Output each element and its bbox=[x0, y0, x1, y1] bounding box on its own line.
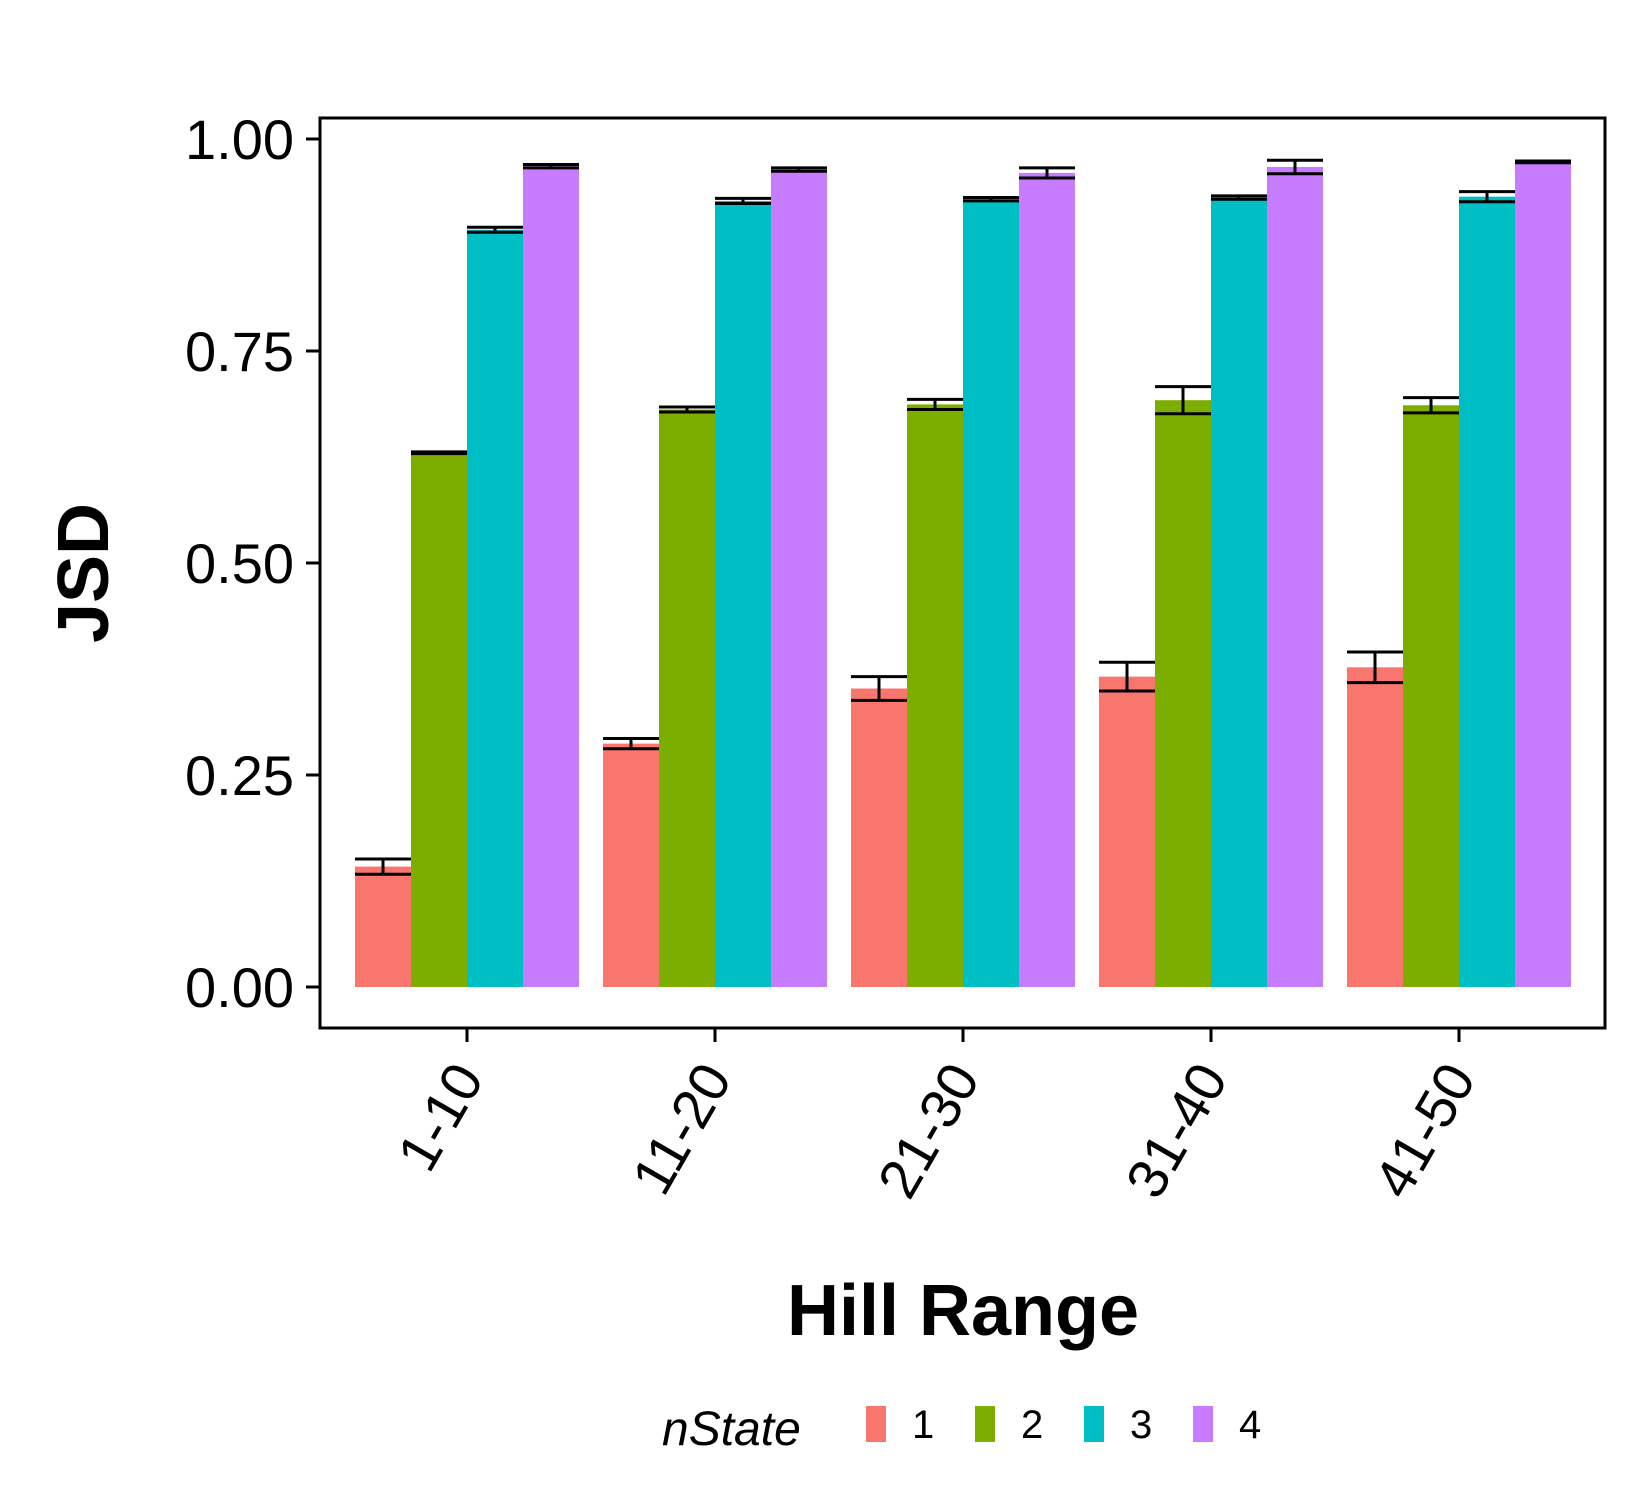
error-bar bbox=[411, 450, 467, 456]
bar bbox=[1155, 400, 1211, 988]
bar bbox=[523, 166, 579, 988]
x-tick-label: 21-30 bbox=[865, 1053, 991, 1209]
error-bar bbox=[907, 397, 963, 412]
y-tick-label: 0.25 bbox=[185, 744, 294, 807]
legend-label: 2 bbox=[1021, 1403, 1043, 1447]
error-bar bbox=[771, 166, 827, 173]
bar bbox=[1459, 196, 1515, 987]
error-bar bbox=[659, 405, 715, 414]
y-axis: 0.00 0.25 0.50 0.75 1.00 bbox=[185, 108, 320, 1019]
legend-title: nState bbox=[662, 1403, 801, 1456]
legend-key bbox=[866, 1406, 886, 1442]
bar bbox=[411, 452, 467, 987]
legend-label: 3 bbox=[1130, 1403, 1152, 1447]
error-bar bbox=[1403, 396, 1459, 415]
bar bbox=[907, 404, 963, 987]
y-tick-label: 0.75 bbox=[185, 320, 294, 383]
bar bbox=[355, 866, 411, 987]
bar bbox=[467, 229, 523, 988]
error-bar bbox=[715, 196, 771, 205]
error-bar bbox=[603, 737, 659, 751]
error-bar bbox=[851, 675, 907, 702]
legend-key bbox=[1193, 1406, 1213, 1442]
x-axis-title: Hill Range bbox=[787, 1271, 1139, 1351]
y-tick-label: 0.50 bbox=[185, 532, 294, 595]
error-bar bbox=[1019, 166, 1075, 180]
error-bar bbox=[1267, 158, 1323, 176]
error-bar bbox=[355, 857, 411, 876]
legend-label: 1 bbox=[912, 1403, 934, 1447]
x-tick-label: 11-20 bbox=[619, 1053, 743, 1205]
y-axis-title: JSD bbox=[44, 503, 124, 643]
legend-key bbox=[1084, 1406, 1104, 1442]
bar bbox=[603, 743, 659, 987]
x-tick-label: 41-50 bbox=[1361, 1053, 1487, 1209]
bar bbox=[659, 409, 715, 988]
bar bbox=[1211, 197, 1267, 988]
x-tick-label: 1-10 bbox=[385, 1053, 496, 1182]
bar bbox=[851, 688, 907, 987]
y-tick-label: 0.00 bbox=[185, 956, 294, 1019]
bar bbox=[771, 169, 827, 987]
legend-key bbox=[975, 1406, 995, 1442]
error-bar bbox=[1155, 385, 1211, 416]
errorbars-layer bbox=[355, 158, 1571, 876]
bar bbox=[1403, 405, 1459, 988]
error-bar bbox=[1099, 660, 1155, 693]
error-bar bbox=[467, 225, 523, 234]
bar bbox=[1515, 161, 1571, 987]
error-bar bbox=[1459, 190, 1515, 204]
bar bbox=[1019, 172, 1075, 988]
legend-label: 4 bbox=[1239, 1403, 1261, 1447]
x-axis: 1-10 11-20 21-30 31-40 41-50 bbox=[385, 1028, 1487, 1209]
legend: nState 1 2 3 4 bbox=[662, 1403, 1261, 1456]
bars-layer bbox=[355, 161, 1571, 988]
error-bar bbox=[1515, 159, 1571, 165]
x-tick-label: 31-40 bbox=[1113, 1053, 1239, 1209]
error-bar bbox=[1347, 650, 1403, 685]
error-bar bbox=[523, 162, 579, 170]
bar bbox=[715, 200, 771, 988]
bar bbox=[1099, 676, 1155, 987]
error-bar bbox=[963, 196, 1019, 203]
y-tick-label: 1.00 bbox=[185, 108, 294, 171]
bar bbox=[963, 199, 1019, 987]
error-bar bbox=[1211, 194, 1267, 201]
bar bbox=[1347, 667, 1403, 987]
bar bbox=[1267, 166, 1323, 987]
